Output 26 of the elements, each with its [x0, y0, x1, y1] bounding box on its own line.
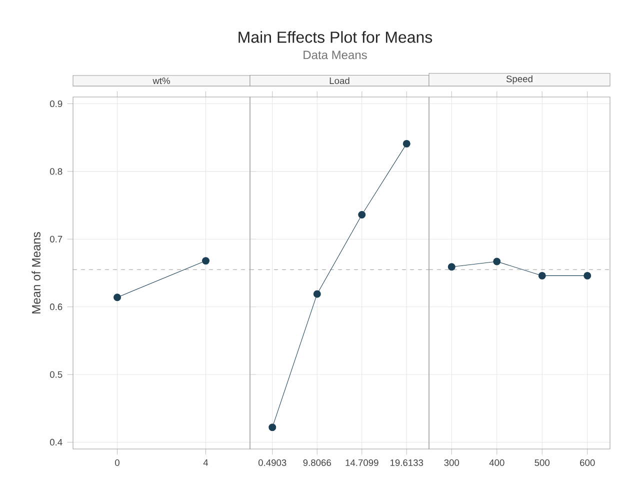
x-tick-label: 14.7099 [346, 459, 378, 466]
chart-title: Speed [506, 75, 532, 84]
x-tick-label: 9.8066 [303, 459, 331, 466]
x-tick-label: 19.6133 [390, 459, 424, 466]
y-tick-label: 0.8 [50, 168, 62, 175]
x-tick-label: 300 [444, 459, 460, 466]
y-tick-label: 0.9 [50, 100, 62, 108]
y-tick-label: 0.6 [50, 304, 62, 310]
text: Main Effects Plot for Means [238, 31, 432, 43]
x-tick-label: 4 [203, 459, 208, 466]
text: Data Means [304, 50, 367, 60]
y-tick-label: 0.4 [50, 438, 62, 446]
y-axis-title: Mean of Means [32, 232, 40, 314]
chart-title: Load [330, 77, 350, 84]
point [268, 424, 276, 432]
chart-title: wt% [152, 78, 170, 84]
x-tick-label: 0.4903 [258, 459, 286, 466]
point [358, 211, 366, 219]
point [402, 140, 410, 148]
x-tick-label: 600 [580, 459, 595, 466]
y-tick-label: 0.7 [50, 236, 62, 242]
y-tick-label: 0.5 [50, 371, 62, 378]
x-tick-label: 500 [534, 459, 550, 466]
point [313, 290, 321, 298]
x-tick-label: 400 [489, 459, 504, 466]
x-tick-label: 0 [115, 459, 120, 466]
